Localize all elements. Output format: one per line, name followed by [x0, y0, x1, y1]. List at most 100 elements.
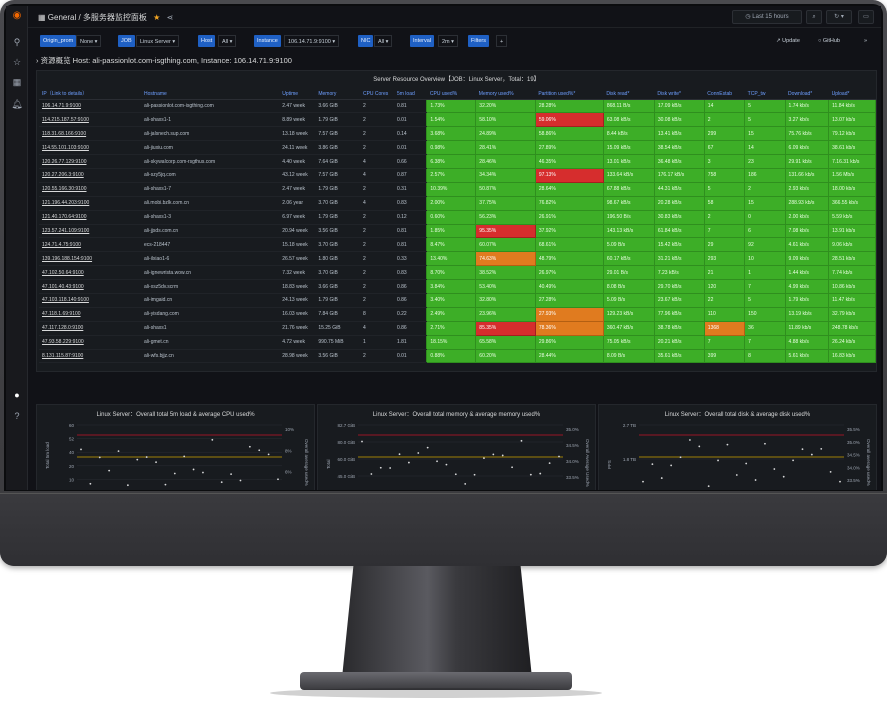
table-cell: 0.86 — [393, 321, 427, 336]
update-link[interactable]: ↗ Update — [776, 38, 800, 44]
table-cell: 65.58% — [475, 334, 536, 350]
ip-link[interactable]: 114.55.101.103:9100 — [39, 140, 142, 156]
monitor-icon[interactable]: ▭ — [858, 10, 874, 24]
alerting-icon[interactable]: 🔔︎ — [11, 99, 23, 109]
starred-icon[interactable]: ☆ — [12, 57, 22, 67]
zoom-out-icon[interactable]: ⌕ — [806, 10, 822, 24]
table-cell: 31.21 kB/s — [653, 251, 705, 267]
table-cell: 11.84 kb/s — [828, 98, 876, 114]
help-icon[interactable]: ? — [14, 411, 20, 421]
ip-link[interactable]: 120.55.166.30:9100 — [39, 182, 142, 197]
grafana-logo-icon[interactable]: ◉ — [12, 10, 22, 21]
table-cell: 15.42 kB/s — [653, 237, 705, 253]
ip-link[interactable]: 118.31.68.166:9100 — [39, 126, 142, 142]
ip-link[interactable]: 121.40.170.64:9100 — [39, 210, 142, 225]
table-cell: 50.87% — [475, 181, 536, 197]
table-cell: 24.89% — [475, 126, 536, 142]
table-cell: 3.56 GiB — [315, 224, 360, 239]
ip-link[interactable]: 139.196.188.154:9100 — [39, 251, 142, 267]
data-point — [117, 450, 120, 453]
table-cell: 2.47 week — [279, 182, 316, 197]
column-header[interactable]: Memory — [315, 89, 360, 100]
column-header[interactable]: CPU used% — [426, 89, 476, 100]
search-icon[interactable]: ⚲ — [13, 37, 21, 47]
column-header[interactable]: Uptime — [279, 89, 316, 100]
data-point — [145, 456, 148, 458]
column-header[interactable]: Disk write* — [654, 89, 705, 100]
ip-link[interactable]: 47.118.1.69:9100 — [39, 307, 142, 322]
table-cell: 28.64% — [534, 181, 604, 197]
table-cell: 22 — [703, 292, 746, 308]
table-cell: 0 — [744, 209, 786, 225]
data-point — [801, 448, 804, 451]
column-header[interactable]: Hostname — [141, 89, 280, 100]
var-select-instance[interactable]: 106.14.71.9:9100 ▾ — [284, 35, 340, 47]
breadcrumb[interactable]: ▦ General / 多服务器监控面板 ★ ⋖ — [38, 12, 173, 23]
var-select-interval[interactable]: 2m ▾ — [438, 35, 458, 47]
user-avatar-icon[interactable]: ● — [14, 390, 20, 400]
table-cell: 29.70 kB/s — [653, 279, 705, 294]
ip-link[interactable]: 114.215.187.57:9100 — [39, 112, 142, 128]
ip-link[interactable]: 47.103.118.140:9100 — [39, 293, 142, 308]
table-cell: 60.20% — [475, 348, 536, 364]
table-cell: 38.78 kB/s — [653, 320, 705, 336]
collapse-icon[interactable]: » — [864, 38, 868, 44]
table-cell: 67 — [703, 140, 746, 156]
ip-link[interactable]: 47.102.50.64:9100 — [39, 265, 142, 281]
var-select-origin[interactable]: None ▾ — [76, 35, 102, 47]
table-cell: 79.12 kb/s — [828, 126, 876, 142]
panel-title: Server Resource Overview【JOB：Linux Serve… — [373, 77, 540, 83]
table-cell: 4.99 kb/s — [784, 279, 830, 294]
table-cell: 0.98% — [426, 140, 477, 156]
var-select-host[interactable]: All ▾ — [218, 35, 237, 47]
data-point — [258, 449, 261, 452]
ip-link[interactable]: 120.26.77.129:9100 — [39, 154, 142, 169]
ip-link[interactable]: 8.131.115.87:9100 — [39, 349, 142, 364]
add-filter-button[interactable]: + — [496, 35, 508, 47]
table-cell: 0.33 — [393, 251, 427, 267]
table-cell: 68.61% — [534, 237, 604, 253]
ip-link[interactable]: 121.196.44.203:9100 — [39, 196, 142, 211]
ip-link[interactable]: 47.117.128.0:9100 — [39, 321, 142, 336]
table-cell: 28.28% — [534, 98, 604, 114]
column-header[interactable]: TCP_tw — [744, 89, 786, 100]
server-table: IP（Link to details） Hostname Uptime Memory C… — [39, 89, 876, 364]
var-select-job[interactable]: Linux Server ▾ — [136, 35, 180, 47]
ip-link[interactable]: 123.57.241.109:9100 — [39, 224, 142, 239]
ip-link[interactable]: 47.101.40.43:9100 — [39, 279, 142, 294]
ip-link[interactable]: 106.14.71.9:9100 — [39, 99, 142, 114]
table-cell: 32.20% — [475, 98, 536, 114]
column-header[interactable]: ConnEstab — [704, 89, 745, 100]
table-cell: ali.mobi.bzlk.com.cn — [141, 196, 280, 211]
table-cell: 1.74 kb/s — [784, 98, 830, 114]
column-header[interactable]: IP（Link to details） — [39, 89, 142, 100]
share-icon[interactable]: ⋖ — [166, 13, 174, 22]
column-header[interactable]: CPU Cores — [359, 89, 394, 100]
ip-link[interactable]: 120.27.206.3:9100 — [39, 168, 142, 183]
data-point — [436, 460, 438, 463]
column-header[interactable]: 5m load — [393, 89, 427, 100]
time-range-picker[interactable]: ◷ Last 15 hours — [732, 10, 802, 24]
row-title[interactable]: › 资源概览 Host: ali-passionlot.com-isgthing… — [36, 56, 292, 65]
chart-panel-load: Linux Server：Overall total 5m load & ave… — [36, 404, 315, 490]
star-icon[interactable]: ★ — [153, 13, 161, 22]
refresh-icon[interactable]: ↻ ▾ — [826, 10, 852, 24]
ip-link[interactable]: 47.93.58.229:9100 — [39, 335, 142, 350]
table-cell: 16.03 week — [279, 307, 316, 322]
data-point — [735, 474, 738, 476]
column-header[interactable]: Memory used% — [475, 89, 536, 100]
column-header[interactable]: Partition used%* — [535, 89, 604, 100]
apps-icon: ▦ — [38, 13, 46, 22]
dashboards-icon[interactable]: ▦ — [12, 77, 22, 87]
column-header[interactable]: Download* — [785, 89, 829, 100]
variables-bar: Origin_prom None ▾ JOB Linux Server ▾ Ho… — [28, 30, 881, 52]
table-cell: 13.01 kB/s — [602, 154, 655, 169]
column-header[interactable]: Disk read* — [603, 89, 655, 100]
table-cell: 196.50 B/s — [602, 209, 655, 225]
ip-link[interactable]: 124.71.4.75:9100 — [39, 237, 142, 253]
table-cell: 44.31 kB/s — [653, 181, 705, 197]
var-select-nic[interactable]: All ▾ — [374, 35, 393, 47]
column-header[interactable]: Upload* — [828, 89, 876, 100]
data-point — [136, 458, 139, 461]
github-link[interactable]: ○ GitHub — [818, 38, 840, 44]
